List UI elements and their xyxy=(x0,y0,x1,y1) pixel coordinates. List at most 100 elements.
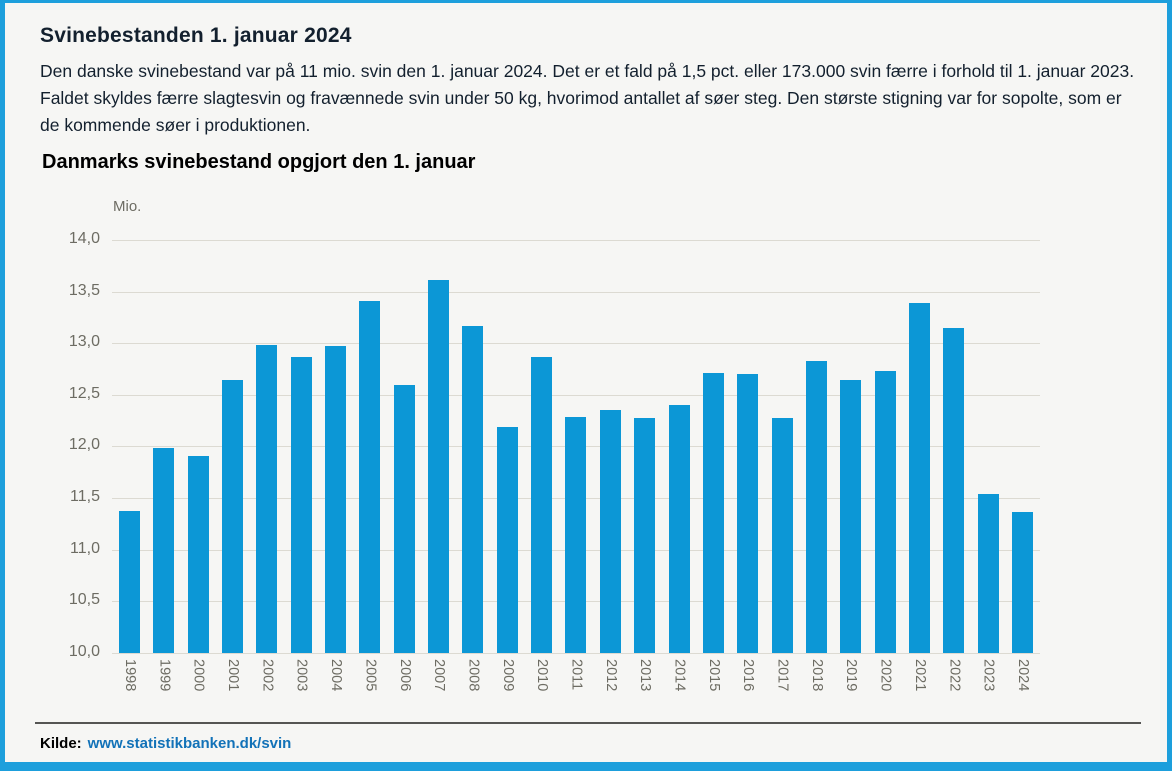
x-tick-2003: 2003 xyxy=(291,659,312,721)
gridline-10 xyxy=(112,653,1040,654)
x-tick-2020: 2020 xyxy=(875,659,896,721)
bar-2006 xyxy=(393,385,415,653)
bar-2011 xyxy=(565,417,587,653)
chart-title: Danmarks svinebestand opgjort den 1. jan… xyxy=(42,151,476,173)
bar-2022 xyxy=(943,328,965,653)
y-tick-label-13,0: 13,0 xyxy=(68,333,100,350)
x-tick-label: 2021 xyxy=(911,659,928,692)
x-tick-label: 2007 xyxy=(431,659,448,692)
x-tick-label: 2004 xyxy=(328,659,345,692)
bar-2000 xyxy=(187,456,209,653)
x-tick-2016: 2016 xyxy=(737,659,758,721)
x-tick-label: 2008 xyxy=(465,659,482,692)
x-tick-2017: 2017 xyxy=(772,659,793,721)
y-tick-label-12,0: 12,0 xyxy=(68,436,100,453)
x-tick-2015: 2015 xyxy=(703,659,724,721)
y-tick-label-13,5: 13,5 xyxy=(68,282,100,299)
x-axis-tick-labels: 1998 1999 2000 2001 2002 2003 2004 2005 2006 2007… xyxy=(112,659,1040,721)
x-tick-2014: 2014 xyxy=(669,659,690,721)
x-tick-2001: 2001 xyxy=(222,659,243,721)
x-tick-1998: 1998 xyxy=(119,659,140,721)
bar-2019 xyxy=(840,380,862,653)
x-tick-2012: 2012 xyxy=(600,659,621,721)
x-tick-2019: 2019 xyxy=(840,659,861,721)
x-tick-label: 2013 xyxy=(637,659,654,692)
source-link[interactable]: www.statistikbanken.dk/svin xyxy=(87,735,292,752)
bar-2005 xyxy=(359,301,381,653)
bar-2017 xyxy=(771,418,793,653)
bar-2015 xyxy=(702,373,724,653)
x-tick-2005: 2005 xyxy=(359,659,380,721)
x-tick-2022: 2022 xyxy=(943,659,964,721)
x-tick-2004: 2004 xyxy=(325,659,346,721)
x-tick-label: 2024 xyxy=(1014,659,1031,692)
x-tick-2021: 2021 xyxy=(909,659,930,721)
bar-2003 xyxy=(290,357,312,653)
page-title: Svinebestanden 1. januar 2024 xyxy=(40,24,352,47)
x-tick-2023: 2023 xyxy=(978,659,999,721)
x-tick-label: 2016 xyxy=(740,659,757,692)
y-tick-label-10,5: 10,5 xyxy=(68,591,100,608)
x-tick-label: 1999 xyxy=(156,659,173,692)
bar-2024 xyxy=(1011,512,1033,653)
x-tick-label: 2011 xyxy=(568,659,585,691)
bar-2001 xyxy=(222,380,244,653)
bars-container xyxy=(112,240,1040,653)
gridline-13.5 xyxy=(112,292,1040,293)
bar-2023 xyxy=(977,494,999,653)
x-tick-2024: 2024 xyxy=(1012,659,1033,721)
bar-2020 xyxy=(874,371,896,653)
bar-1999 xyxy=(153,448,175,653)
y-tick-label-14,0: 14,0 xyxy=(68,230,100,247)
x-tick-label: 2019 xyxy=(843,659,860,692)
x-tick-label: 2001 xyxy=(225,659,242,692)
y-tick-label-10,0: 10,0 xyxy=(68,643,100,660)
x-tick-2018: 2018 xyxy=(806,659,827,721)
bar-chart: Mio. 10,0 10,5 11,0 11,5 12,0 12,5 13,0 13,5 14,… xyxy=(5,193,1167,723)
x-tick-label: 2023 xyxy=(980,659,997,692)
plot-area xyxy=(112,240,1040,654)
x-tick-label: 2002 xyxy=(259,659,276,692)
bar-2004 xyxy=(325,346,347,653)
x-tick-2008: 2008 xyxy=(462,659,483,721)
x-tick-label: 2003 xyxy=(293,659,310,692)
source-label: Kilde: xyxy=(40,735,82,752)
x-tick-1999: 1999 xyxy=(153,659,174,721)
x-tick-2011: 2011 xyxy=(565,659,586,721)
x-tick-label: 2017 xyxy=(774,659,791,692)
x-tick-label: 2006 xyxy=(396,659,413,692)
x-tick-2000: 2000 xyxy=(188,659,209,721)
bar-2008 xyxy=(462,326,484,653)
x-tick-label: 2010 xyxy=(534,659,551,692)
bar-2009 xyxy=(496,427,518,653)
y-tick-label-11,5: 11,5 xyxy=(70,488,100,505)
source-line: Kilde: www.statistikbanken.dk/svin xyxy=(40,735,291,752)
gridline-12.5 xyxy=(112,395,1040,396)
x-tick-2010: 2010 xyxy=(531,659,552,721)
bar-2018 xyxy=(805,361,827,653)
bar-2021 xyxy=(908,303,930,653)
x-tick-2007: 2007 xyxy=(428,659,449,721)
gridline-14 xyxy=(112,240,1040,241)
x-tick-label: 2014 xyxy=(671,659,688,692)
gridline-13 xyxy=(112,343,1040,344)
x-tick-2002: 2002 xyxy=(256,659,277,721)
x-tick-label: 2022 xyxy=(946,659,963,692)
bar-2007 xyxy=(428,280,450,653)
x-tick-label: 2012 xyxy=(602,659,619,692)
y-axis-unit-label: Mio. xyxy=(113,198,142,215)
y-tick-label-12,5: 12,5 xyxy=(68,385,100,402)
bar-2012 xyxy=(599,410,621,653)
x-tick-label: 2015 xyxy=(705,659,722,692)
y-tick-label-11,0: 11,0 xyxy=(70,540,100,557)
x-tick-2013: 2013 xyxy=(634,659,655,721)
x-tick-label: 2000 xyxy=(190,659,207,692)
x-tick-2006: 2006 xyxy=(394,659,415,721)
x-tick-label: 2005 xyxy=(362,659,379,692)
source-divider xyxy=(35,722,1141,724)
x-tick-2009: 2009 xyxy=(497,659,518,721)
bar-2013 xyxy=(634,418,656,653)
page-summary-text: Den danske svinebestand var på 11 mio. s… xyxy=(40,61,1135,135)
bar-2002 xyxy=(256,345,278,653)
